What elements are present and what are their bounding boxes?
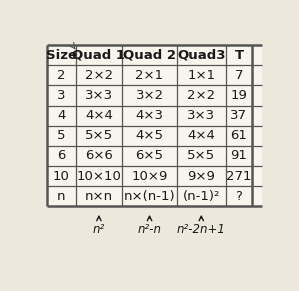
Text: 10: 10 xyxy=(53,170,70,182)
Text: 3: 3 xyxy=(57,89,65,102)
Text: 91: 91 xyxy=(231,149,247,162)
Text: n×n: n×n xyxy=(85,190,113,203)
Text: n²-2n+1: n²-2n+1 xyxy=(177,223,226,236)
Bar xyxy=(47,45,262,206)
Text: 7: 7 xyxy=(235,69,243,82)
Text: 2×2: 2×2 xyxy=(85,69,113,82)
Text: 4×4: 4×4 xyxy=(85,109,113,122)
Text: Quad 2: Quad 2 xyxy=(123,49,176,62)
Text: 4×5: 4×5 xyxy=(135,129,164,142)
Text: 4×3: 4×3 xyxy=(135,109,164,122)
Text: 6×6: 6×6 xyxy=(85,149,113,162)
Text: 5×5: 5×5 xyxy=(187,149,215,162)
Text: 2×2: 2×2 xyxy=(187,89,215,102)
Text: 37: 37 xyxy=(231,109,248,122)
Text: 4: 4 xyxy=(57,109,65,122)
Text: Size: Size xyxy=(46,49,77,62)
Text: T: T xyxy=(234,49,244,62)
Text: (n-1)²: (n-1)² xyxy=(183,190,220,203)
Text: n²: n² xyxy=(93,223,105,236)
Text: 3×3: 3×3 xyxy=(85,89,113,102)
Text: n²-n: n²-n xyxy=(138,223,161,236)
Text: 10×10: 10×10 xyxy=(77,170,121,182)
Text: 61: 61 xyxy=(231,129,247,142)
Text: 2: 2 xyxy=(57,69,65,82)
Text: 5: 5 xyxy=(57,129,65,142)
Text: 19: 19 xyxy=(231,89,247,102)
Text: 4×4: 4×4 xyxy=(187,129,215,142)
Text: 10×9: 10×9 xyxy=(131,170,168,182)
Text: 1×1: 1×1 xyxy=(187,69,215,82)
Text: n×(n-1): n×(n-1) xyxy=(124,190,175,203)
Text: ?: ? xyxy=(236,190,242,203)
Text: n: n xyxy=(57,190,65,203)
Text: 5×5: 5×5 xyxy=(85,129,113,142)
Text: Quad3: Quad3 xyxy=(177,49,225,62)
Text: 6: 6 xyxy=(57,149,65,162)
Text: 9×9: 9×9 xyxy=(187,170,215,182)
Text: 3×3: 3×3 xyxy=(187,109,215,122)
Text: 6×5: 6×5 xyxy=(135,149,164,162)
Text: 3×2: 3×2 xyxy=(135,89,164,102)
Text: 271: 271 xyxy=(226,170,252,182)
Text: Quad 1: Quad 1 xyxy=(72,49,125,62)
Text: 2×1: 2×1 xyxy=(135,69,164,82)
